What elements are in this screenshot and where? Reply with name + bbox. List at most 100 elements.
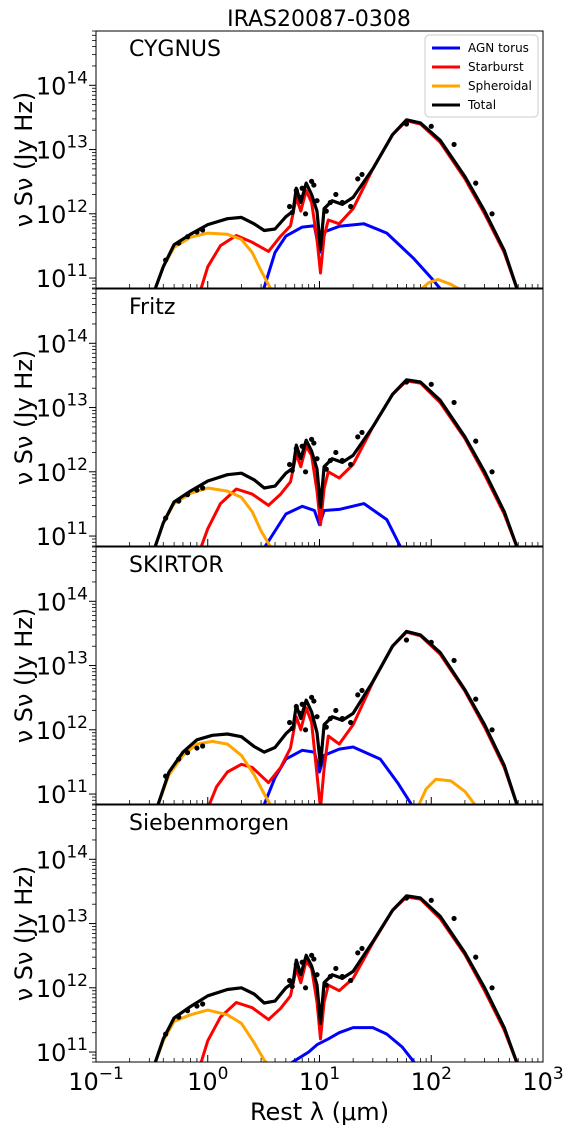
y-tick-label: 1013 (36, 133, 88, 165)
data-point (317, 746, 324, 752)
y-axis-label: ν Sν (Jy Hz) (10, 350, 38, 486)
data-point (314, 198, 320, 204)
data-point (163, 515, 169, 521)
data-point (200, 485, 206, 491)
data-point (200, 743, 206, 749)
data-point (333, 707, 339, 714)
data-point (489, 985, 495, 991)
data-point (194, 745, 200, 751)
data-point (302, 469, 309, 475)
data-point (333, 449, 339, 456)
legend-label: Spheroidal (468, 79, 532, 93)
series-lines (153, 378, 519, 546)
series-line-starburst (199, 379, 519, 546)
panel-frame (95, 288, 544, 547)
x-axis-label: Rest λ (μm) (250, 1098, 389, 1126)
x-tick-label: 101 (299, 1064, 340, 1096)
data-point (293, 961, 299, 968)
data-point (339, 199, 345, 206)
data-point (473, 696, 479, 702)
data-point (359, 687, 365, 694)
data-point (317, 1004, 324, 1010)
data-point (311, 440, 317, 446)
data-point (176, 240, 182, 246)
data-point (355, 176, 361, 182)
data-point (339, 715, 345, 722)
data-point (339, 973, 345, 980)
data-point (333, 191, 339, 198)
data-point (299, 959, 305, 965)
y-tick-label: 1012 (36, 455, 88, 487)
data-point (333, 965, 339, 972)
data-point (314, 714, 320, 720)
data-point (323, 724, 329, 730)
data-point (163, 1031, 169, 1037)
y-tick-label: 1013 (36, 391, 88, 423)
data-point (473, 954, 479, 960)
data-point (317, 230, 324, 236)
data-point (200, 1001, 206, 1007)
data-point (327, 715, 333, 722)
data-point (297, 194, 303, 200)
data-point (355, 692, 361, 698)
data-point (314, 456, 320, 462)
data-point (489, 469, 495, 475)
data-point (176, 756, 182, 762)
x-tick-label: 103 (522, 1064, 563, 1096)
y-tick-label: 1014 (36, 326, 88, 358)
y-axis-label: ν Sν (Jy Hz) (10, 92, 38, 228)
y-tick-label: 1014 (36, 68, 88, 100)
x-tick-label: 102 (411, 1064, 452, 1096)
data-point (339, 457, 345, 464)
y-tick-label: 1014 (36, 842, 88, 874)
series-line-starburst (207, 630, 519, 804)
data-point (323, 466, 329, 472)
data-point (359, 945, 365, 952)
series-line-starburst (199, 119, 519, 288)
series-line-spheroidal (156, 739, 477, 804)
y-tick-label: 1014 (36, 584, 88, 616)
data-point (286, 203, 293, 210)
observed-points (163, 637, 495, 779)
data-point (428, 639, 434, 645)
y-tick-label: 1012 (36, 971, 88, 1003)
y-tick-label: 1011 (36, 519, 88, 551)
data-point (359, 429, 365, 436)
data-point (311, 698, 317, 704)
panel-frame (95, 804, 544, 1063)
series-line-total (153, 378, 519, 546)
y-tick-label: 1012 (36, 197, 88, 229)
data-point (403, 379, 410, 385)
series-line-agn-torus (263, 502, 402, 546)
data-point (200, 227, 206, 233)
data-point (289, 725, 295, 732)
data-point (323, 982, 329, 988)
data-point (293, 703, 299, 710)
data-point (489, 211, 495, 217)
data-point (286, 977, 293, 984)
observed-points (163, 895, 495, 1037)
data-point (163, 257, 169, 263)
y-tick-label: 1012 (36, 713, 88, 745)
data-point (451, 657, 457, 664)
data-point (311, 956, 317, 962)
y-tick-label: 1013 (36, 649, 88, 681)
series-line-agn-torus (289, 1026, 416, 1062)
data-point (428, 897, 434, 903)
series-lines (156, 629, 519, 804)
data-point (176, 498, 182, 504)
panel-frame (95, 546, 544, 805)
legend-label: Total (467, 98, 496, 112)
data-point (428, 381, 434, 387)
observed-points (163, 379, 495, 521)
data-point (297, 968, 303, 974)
y-tick-label: 1011 (36, 1035, 88, 1067)
data-point (297, 710, 303, 716)
series-line-total (153, 118, 519, 288)
model-label: Fritz (129, 295, 175, 320)
data-point (327, 457, 333, 464)
